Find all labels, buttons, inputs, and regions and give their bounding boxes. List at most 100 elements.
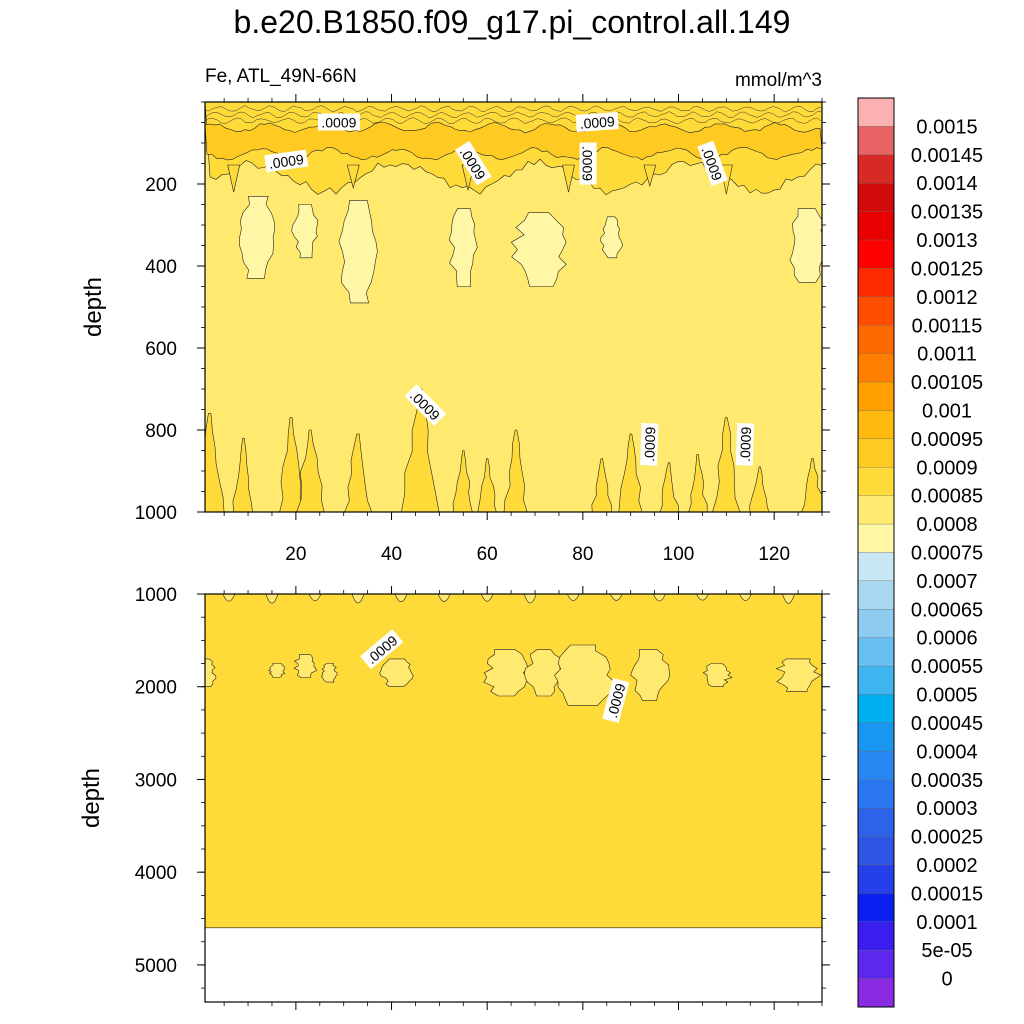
- colorbar-label: 0: [941, 969, 952, 991]
- colorbar-swatch: [857, 609, 895, 638]
- deep-spike-0.0009: [749, 466, 770, 512]
- surface-downspike: [643, 164, 657, 188]
- colorbar-label: 0.00085: [911, 486, 983, 508]
- upper-contour-label: .0009: [735, 422, 755, 466]
- colorbar-swatch: [857, 410, 895, 440]
- colorbar-label: 0.001: [922, 400, 972, 422]
- upper-xtick-label: 20: [285, 544, 306, 565]
- mid-depth-blob-0.00085: [630, 649, 670, 701]
- colorbar-swatch: [857, 779, 895, 809]
- colorbar-swatch: [857, 211, 895, 241]
- colorbar-swatch: [857, 523, 895, 553]
- upper-xtick-label: 80: [572, 544, 593, 565]
- colorbar-swatch: [857, 126, 895, 155]
- upper-xtick-label: 60: [477, 544, 498, 565]
- colorbar-swatch: [857, 154, 895, 184]
- contour-label-box: [454, 140, 492, 186]
- deep-spike-0.0009: [618, 433, 643, 512]
- upper-contour-label: .0009: [575, 112, 619, 132]
- upper-ytick-label: 800: [145, 421, 177, 442]
- contour-label-box: [579, 142, 597, 185]
- colorbar-swatch: [857, 183, 895, 212]
- surface-downspike: [346, 164, 360, 190]
- colorbar-label: 0.0004: [916, 741, 977, 763]
- upper-contour-label: .0009: [317, 113, 360, 131]
- colorbar-label: 0.0003: [916, 798, 977, 820]
- colorbar-label: 0.0012: [916, 287, 977, 309]
- colorbar-swatch: [857, 836, 895, 866]
- mid-depth-blob-0.0008: [789, 208, 822, 283]
- colorbar-swatch: [857, 694, 895, 724]
- top-edge-bump: [437, 594, 451, 602]
- colorbar-swatch: [857, 722, 895, 752]
- colorbar-label: 0.00055: [911, 656, 983, 678]
- colorbar-swatch: [857, 97, 895, 127]
- contour-label-text: .0009: [737, 426, 754, 462]
- colorbar-label: 0.00025: [911, 827, 983, 849]
- upper-contour-label: .0009: [640, 422, 659, 466]
- lower-ytick-label: 1000: [135, 585, 177, 606]
- contour-label-box: [602, 677, 630, 723]
- surface-contour-line: [205, 105, 822, 113]
- mid-depth-blob-0.00085: [379, 658, 414, 687]
- deep-spike-0.0009: [477, 458, 497, 512]
- colorbar-label: 0.00075: [911, 543, 983, 565]
- colorbar-label: 0.0009: [916, 457, 977, 479]
- colorbar-swatch: [857, 239, 895, 269]
- mid-depth-blob-0.00085: [205, 658, 217, 687]
- colorbar-label: 0.00035: [911, 770, 983, 792]
- top-edge-bump: [739, 594, 752, 601]
- colorbar-label: 0.00095: [911, 429, 983, 451]
- lower-no-data-region: [205, 927, 822, 1002]
- deep-spike-0.0009: [205, 413, 225, 512]
- deep-spike-0.0009: [232, 437, 253, 512]
- top-edge-bump: [610, 594, 623, 601]
- mid-depth-blob-0.0008: [510, 212, 567, 287]
- colorbar-label: 0.0011: [917, 344, 977, 366]
- colorbar-label: 0.00135: [911, 202, 983, 224]
- contour-label-box: [360, 629, 404, 670]
- colorbar-swatch: [857, 665, 895, 695]
- upper-xtick-label: 40: [381, 544, 402, 565]
- colorbar-label: 0.0007: [916, 571, 977, 593]
- colorbar-label: 0.0005: [916, 685, 977, 707]
- colorbar-frame: [857, 97, 895, 1008]
- top-edge-bump: [653, 594, 666, 602]
- colorbar: 0.0015 0.00145 0.0014 0.00135 0.0013 0.00125 0…: [857, 97, 983, 1008]
- subtitle-variable-region: Fe, ATL_49N-66N: [205, 66, 357, 87]
- contour-label-text: .0009: [579, 113, 615, 131]
- colorbar-swatch: [857, 808, 895, 837]
- upper-xtick-label: 100: [663, 544, 695, 565]
- deep-spike-0.0009: [591, 458, 612, 512]
- contour-label-box: [735, 422, 755, 466]
- colorbar-label: 0.0001: [916, 912, 977, 934]
- colorbar-label: 0.00115: [912, 315, 983, 337]
- colorbar-label: 0.0014: [916, 173, 977, 195]
- deep-spike-0.0009: [401, 388, 440, 512]
- top-edge-bump: [308, 594, 322, 601]
- top-edge-bump: [696, 594, 709, 601]
- colorbar-label: 0.0008: [916, 514, 977, 536]
- upper-contour-label: .0009: [579, 142, 597, 185]
- upper-ylabel: depth: [80, 277, 107, 337]
- deep-spike-0.0009: [296, 429, 325, 512]
- contour-label-box: [575, 112, 619, 132]
- contour-label-text: .0009: [641, 426, 658, 462]
- colorbar-label: 0.0013: [916, 230, 977, 252]
- upper-ytick-label: 200: [145, 175, 177, 196]
- surface-contour-line: [205, 111, 821, 119]
- surface-band-0.00095: [205, 121, 822, 161]
- colorbar-swatch: [857, 296, 895, 326]
- lower-ytick-label: 3000: [135, 770, 177, 791]
- mid-depth-blob-0.00085: [554, 644, 615, 706]
- mid-depth-blob-0.0008: [338, 200, 378, 304]
- top-edge-bump: [567, 594, 580, 601]
- deep-spike-0.0009: [688, 454, 708, 512]
- deep-spike-0.0009: [712, 417, 741, 512]
- top-edge-bump: [480, 594, 494, 602]
- colorbar-swatch: [857, 381, 895, 411]
- lower-ytick-label: 4000: [135, 863, 177, 884]
- colorbar-swatch: [857, 751, 895, 780]
